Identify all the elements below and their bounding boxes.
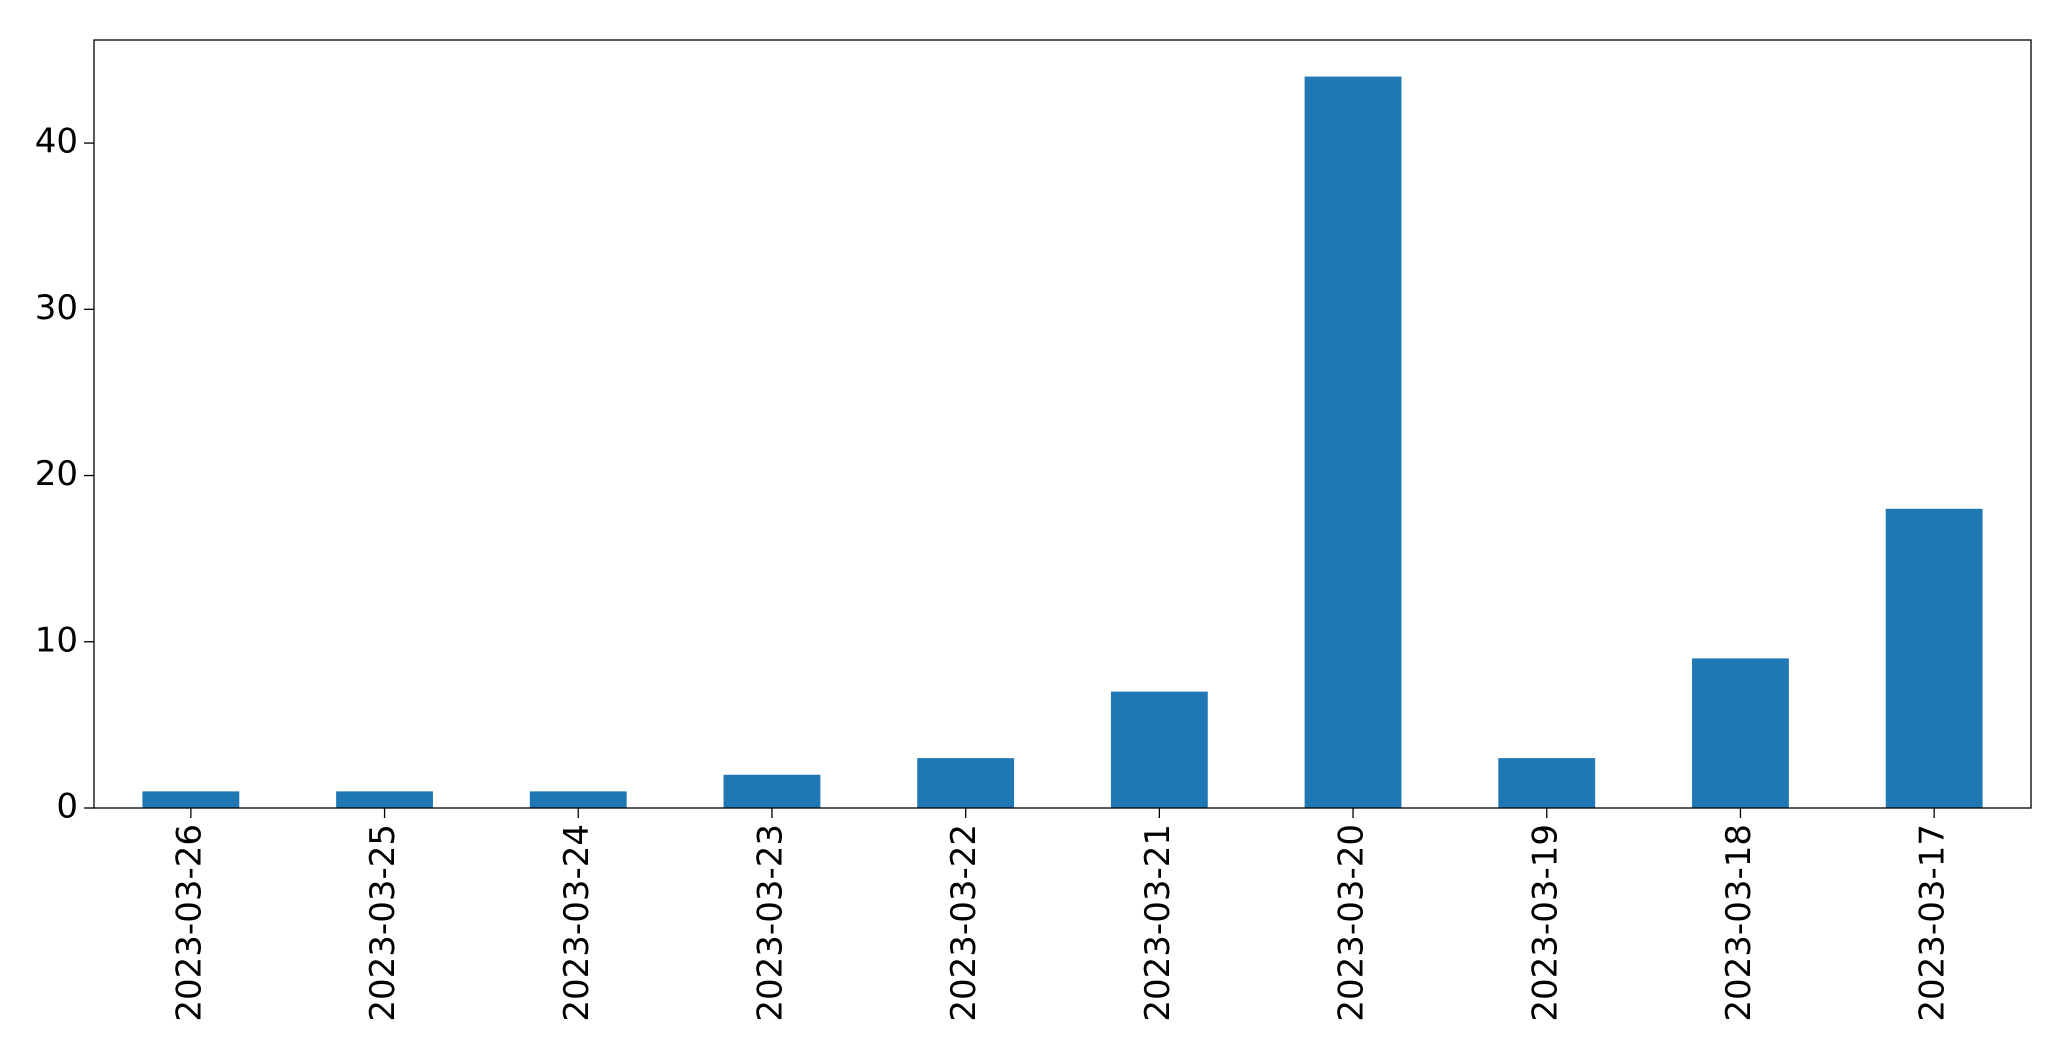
bar <box>917 758 1015 808</box>
y-tick-label: 0 <box>56 787 78 827</box>
x-tick-label: 2023-03-20 <box>1332 824 1372 1022</box>
x-tick-label: 2023-03-24 <box>557 824 597 1022</box>
bar <box>336 791 433 808</box>
bar <box>1110 691 1208 808</box>
x-tick-label: 2023-03-18 <box>1719 824 1759 1022</box>
bar <box>1498 758 1596 808</box>
x-tick-label: 2023-03-22 <box>944 824 984 1022</box>
y-tick-label: 20 <box>35 454 78 494</box>
x-tick-label: 2023-03-26 <box>169 824 209 1022</box>
bar <box>1692 658 1789 808</box>
x-tick-label: 2023-03-23 <box>750 824 790 1022</box>
y-tick-label: 10 <box>35 620 78 660</box>
bar <box>723 774 821 808</box>
bar <box>142 791 240 808</box>
bar <box>529 791 627 808</box>
x-tick-label: 2023-03-17 <box>1913 824 1953 1022</box>
bar <box>1304 76 1402 809</box>
x-tick-label: 2023-03-19 <box>1525 824 1565 1022</box>
y-tick-label: 30 <box>35 288 78 328</box>
y-tick-label: 40 <box>35 122 78 162</box>
plot-frame <box>93 39 2032 809</box>
bar <box>1885 508 1983 808</box>
x-tick-label: 2023-03-21 <box>1138 824 1178 1022</box>
x-tick-label: 2023-03-25 <box>363 824 403 1022</box>
